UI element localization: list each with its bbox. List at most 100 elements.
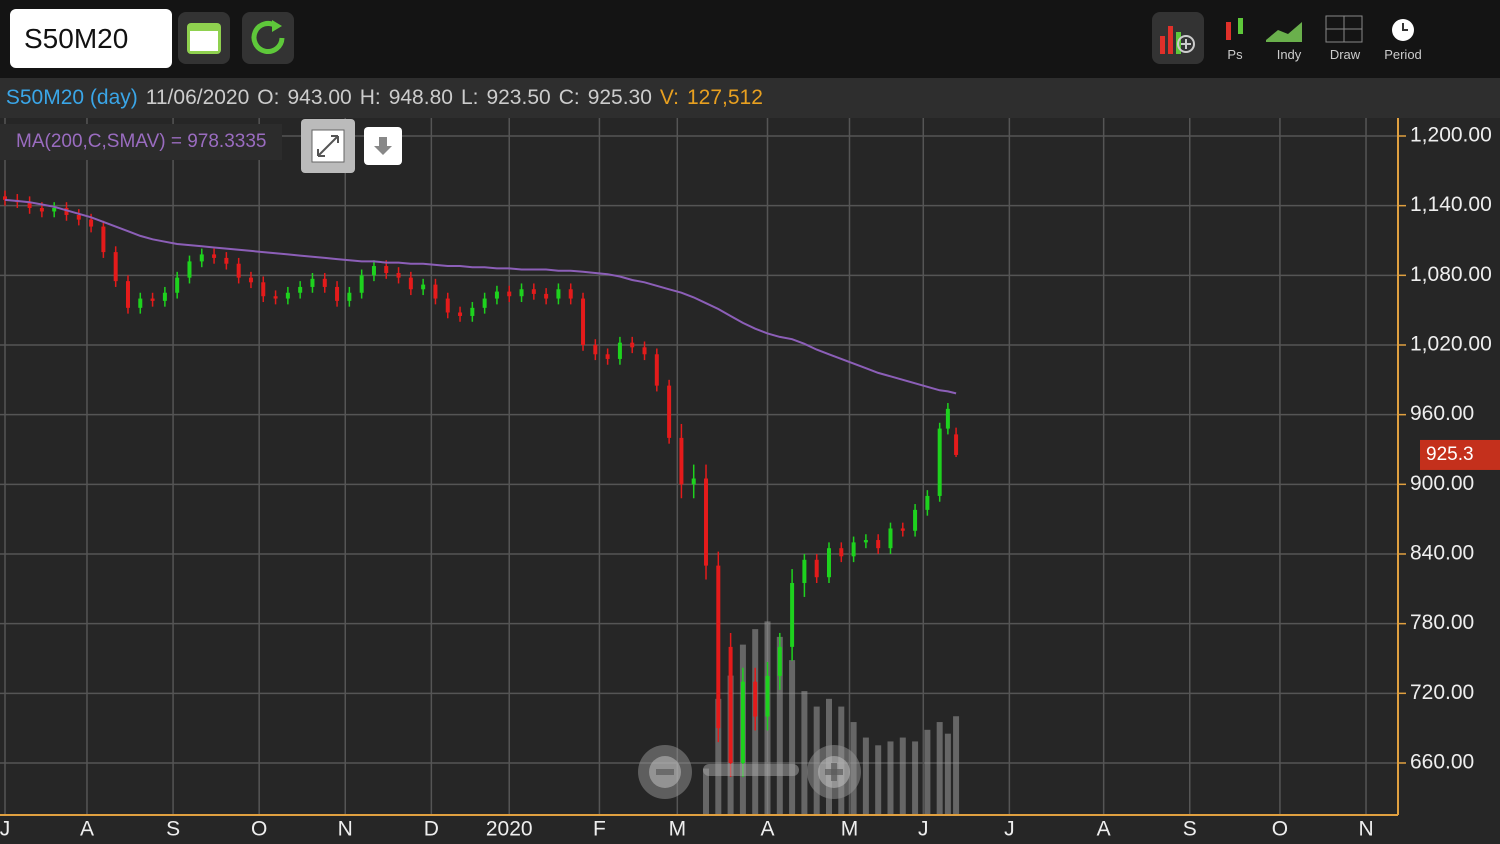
candle-body bbox=[728, 646, 733, 763]
last-price-tag bbox=[1420, 439, 1500, 470]
volume-bar bbox=[703, 768, 710, 815]
candle-body bbox=[162, 292, 167, 301]
candle-body bbox=[913, 509, 918, 531]
expand-button[interactable] bbox=[301, 119, 355, 173]
symbol-period: S50M20 (day) bbox=[5, 86, 138, 109]
add-chart-icon bbox=[1160, 26, 1195, 54]
x-tick-label: A bbox=[80, 818, 94, 841]
x-tick-label: D bbox=[424, 818, 439, 841]
candle-body bbox=[839, 548, 844, 557]
indicator-tool[interactable]: Indy bbox=[1262, 12, 1316, 64]
volume-bar bbox=[789, 660, 796, 815]
plot-background bbox=[0, 118, 1398, 815]
symbol-input[interactable]: S50M20 bbox=[10, 9, 172, 68]
candle-body bbox=[39, 207, 44, 212]
candle-body bbox=[384, 266, 389, 274]
period-tool[interactable]: Period bbox=[1376, 12, 1430, 64]
close-value: 925.30 bbox=[587, 86, 652, 109]
x-tick-label: A bbox=[1097, 818, 1111, 841]
y-tick-label: 1,080.00 bbox=[1410, 263, 1492, 286]
candle-body bbox=[802, 559, 807, 584]
candle-body bbox=[826, 548, 831, 578]
tool-label: Period bbox=[1384, 47, 1422, 62]
add-chart-button[interactable] bbox=[1152, 12, 1204, 64]
draw-tool[interactable]: Draw bbox=[1318, 12, 1372, 64]
candle-body bbox=[3, 196, 8, 200]
zoom-out-icon bbox=[649, 756, 681, 788]
candle-body bbox=[52, 207, 57, 212]
candle-body bbox=[679, 437, 684, 485]
download-button[interactable] bbox=[364, 127, 402, 165]
candle-body bbox=[285, 292, 290, 299]
volume-bar bbox=[801, 691, 808, 815]
candle-body bbox=[667, 385, 672, 438]
candle-body bbox=[273, 296, 278, 299]
x-tick-label: N bbox=[338, 818, 353, 841]
refresh-button[interactable] bbox=[242, 12, 294, 64]
candle-body bbox=[322, 278, 327, 287]
candle-body bbox=[27, 202, 32, 208]
candle-body bbox=[876, 540, 881, 549]
tool-label: Ps bbox=[1227, 47, 1243, 62]
candle-body bbox=[605, 354, 610, 359]
candle-body bbox=[175, 277, 180, 293]
volume-bar bbox=[944, 733, 951, 815]
candle-body bbox=[581, 298, 586, 345]
expand-icon bbox=[311, 129, 345, 163]
zoom-slider[interactable] bbox=[703, 764, 799, 776]
candle-body bbox=[945, 408, 950, 429]
candle-body bbox=[335, 286, 340, 301]
volume-bar bbox=[776, 636, 783, 815]
volume-value: 127,512 bbox=[686, 86, 763, 109]
download-icon bbox=[374, 137, 392, 155]
candle-body bbox=[716, 565, 721, 729]
price-style-tool[interactable]: Ps bbox=[1208, 12, 1262, 64]
candle-body bbox=[371, 266, 376, 276]
low-value: 923.50 bbox=[486, 86, 551, 109]
quote-header: S50M20 (day) 11/06/2020 O: 943.00 H: 948.80 L:… bbox=[0, 78, 1500, 118]
candle-body bbox=[704, 478, 709, 566]
open-value: 943.00 bbox=[287, 86, 352, 109]
zoom-in-button[interactable] bbox=[807, 745, 861, 799]
volume-label: V: bbox=[659, 86, 679, 109]
x-tick-label: O bbox=[1272, 818, 1288, 841]
volume-bar bbox=[862, 737, 869, 815]
candle-body bbox=[753, 681, 758, 717]
candle-body bbox=[261, 282, 266, 297]
refresh-icon bbox=[251, 20, 285, 54]
candle-body bbox=[359, 275, 364, 293]
candle-body bbox=[298, 286, 303, 293]
candle-body bbox=[790, 583, 795, 647]
y-tick-label: 720.00 bbox=[1410, 681, 1474, 704]
indicator-icon bbox=[1266, 22, 1302, 42]
candle-body bbox=[507, 291, 512, 297]
calendar-button[interactable] bbox=[178, 12, 230, 64]
candle-body bbox=[89, 219, 94, 227]
candle-body bbox=[408, 277, 413, 290]
candle-body bbox=[691, 478, 696, 485]
draw-icon bbox=[1325, 15, 1363, 43]
volume-bar bbox=[875, 745, 882, 815]
x-tick-label: S bbox=[166, 818, 180, 841]
y-tick-label: 1,200.00 bbox=[1410, 124, 1492, 147]
x-tick-label: J bbox=[918, 818, 929, 841]
candle-body bbox=[494, 291, 499, 299]
candle-body bbox=[568, 289, 573, 299]
candle-body bbox=[224, 257, 229, 264]
candle-body bbox=[138, 298, 143, 308]
candle-body bbox=[421, 284, 426, 290]
zoom-out-button[interactable] bbox=[638, 745, 692, 799]
volume-bar bbox=[912, 741, 919, 815]
candle-body bbox=[740, 681, 745, 763]
candle-body bbox=[445, 298, 450, 313]
x-tick-label: M bbox=[669, 818, 687, 841]
candle-body bbox=[556, 289, 561, 299]
candle-body bbox=[199, 254, 204, 262]
candle-body bbox=[630, 342, 635, 348]
x-tick-label: M bbox=[841, 818, 859, 841]
y-tick-label: 780.00 bbox=[1410, 611, 1474, 634]
volume-bar bbox=[887, 741, 894, 815]
close-label: C: bbox=[558, 86, 580, 109]
high-label: H: bbox=[359, 86, 381, 109]
x-tick-label: O bbox=[251, 818, 267, 841]
